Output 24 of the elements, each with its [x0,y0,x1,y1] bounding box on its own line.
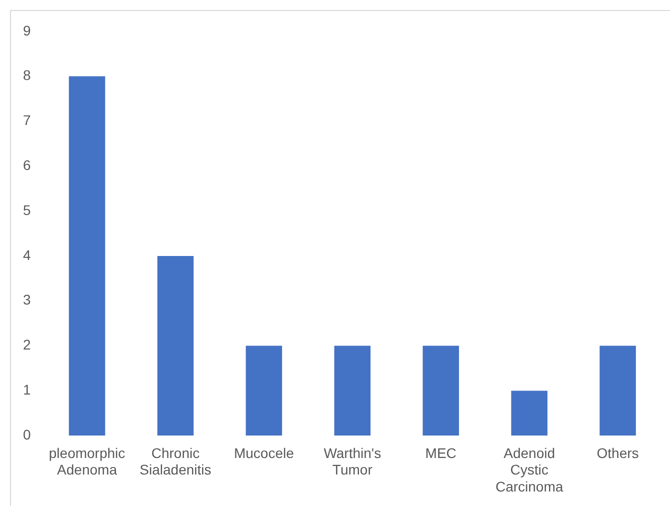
bar [334,346,371,436]
x-tick-label: Warthin's Tumor [324,444,382,478]
y-tick-label: 4 [22,246,31,263]
x-tick-label: pleomorphic Adenoma [48,444,126,478]
bar [68,76,106,436]
y-tick-label: 7 [22,112,31,128]
y-tick-label: 5 [22,202,31,218]
bar [600,346,636,436]
x-tick-label: Chronic Sialadenitis [140,444,212,478]
y-tick-label: 0 [22,426,31,442]
y-tick-label: 3 [22,292,31,308]
x-tick-label: Others [596,444,639,461]
bar [246,346,282,436]
x-tick-label: MEC [425,444,456,461]
y-tick-label: 6 [22,156,31,173]
y-tick-label: 1 [22,382,31,398]
bar [157,256,194,436]
x-tick-label: Adenoid Cystic Carcinoma [495,444,564,494]
bar [422,346,459,436]
y-tick-label: 9 [22,22,31,38]
x-tick-label: Mucocele [234,444,294,461]
bar [511,390,548,436]
y-tick-label: 2 [22,336,31,353]
y-tick-label: 8 [22,67,31,84]
